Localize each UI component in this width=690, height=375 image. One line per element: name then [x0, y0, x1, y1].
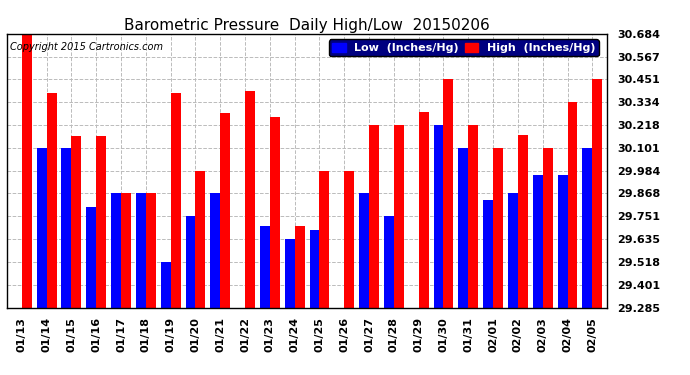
Bar: [195, 171, 206, 308]
Bar: [444, 80, 453, 308]
Text: Copyright 2015 Cartronics.com: Copyright 2015 Cartronics.com: [10, 42, 163, 52]
Bar: [111, 194, 121, 308]
Bar: [419, 112, 428, 308]
Bar: [384, 216, 394, 308]
Bar: [260, 226, 270, 308]
Bar: [558, 176, 567, 308]
Bar: [359, 194, 369, 308]
Bar: [543, 148, 553, 308]
Bar: [37, 148, 47, 308]
Bar: [170, 93, 181, 308]
Bar: [270, 117, 279, 308]
Bar: [369, 125, 379, 308]
Bar: [22, 34, 32, 308]
Bar: [310, 230, 319, 308]
Bar: [71, 136, 81, 308]
Bar: [47, 93, 57, 308]
Bar: [567, 102, 578, 308]
Bar: [245, 91, 255, 308]
Bar: [483, 200, 493, 308]
Bar: [161, 262, 170, 308]
Bar: [433, 125, 444, 308]
Bar: [319, 171, 329, 308]
Bar: [592, 80, 602, 308]
Bar: [186, 216, 195, 308]
Bar: [508, 194, 518, 308]
Bar: [533, 176, 543, 308]
Bar: [493, 148, 503, 308]
Title: Barometric Pressure  Daily High/Low  20150206: Barometric Pressure Daily High/Low 20150…: [124, 18, 490, 33]
Bar: [295, 226, 304, 308]
Bar: [121, 194, 131, 308]
Bar: [96, 136, 106, 308]
Legend: Low  (Inches/Hg), High  (Inches/Hg): Low (Inches/Hg), High (Inches/Hg): [329, 39, 599, 56]
Bar: [344, 171, 354, 308]
Bar: [582, 148, 592, 308]
Bar: [518, 135, 528, 308]
Bar: [458, 148, 469, 308]
Bar: [469, 125, 478, 308]
Bar: [210, 194, 220, 308]
Bar: [86, 207, 96, 308]
Bar: [136, 194, 146, 308]
Bar: [285, 239, 295, 308]
Bar: [61, 148, 71, 308]
Bar: [394, 125, 404, 308]
Bar: [146, 194, 156, 308]
Bar: [220, 113, 230, 308]
